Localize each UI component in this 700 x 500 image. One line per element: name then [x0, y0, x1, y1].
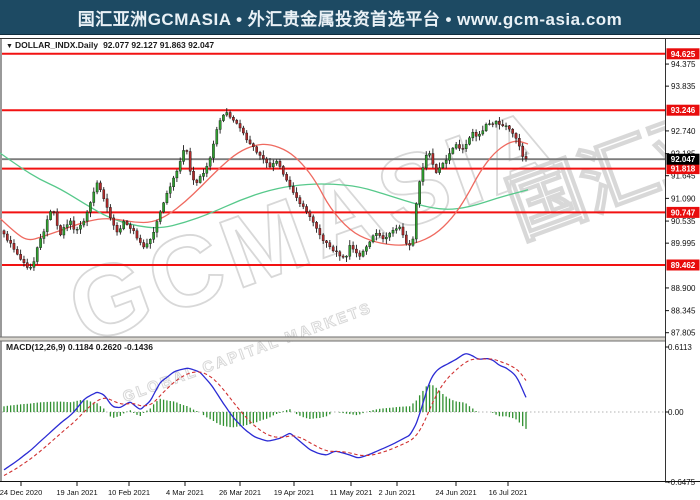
- macd-panel: [2, 353, 666, 476]
- ma-red-line: [0, 140, 529, 246]
- ma-green-line: [0, 152, 529, 229]
- price-tick-label: 93.835: [671, 82, 696, 91]
- price-tick-label: 94.375: [671, 60, 696, 69]
- time-tick-label: 19 Jan 2021: [56, 488, 97, 497]
- time-tick-label: 11 May 2021: [330, 488, 373, 497]
- price-level-badge: 89.462: [671, 261, 696, 270]
- symbol-title-bar: ▼ DOLLAR_INDX.Daily 92.077 92.127 91.863 9…: [6, 40, 219, 50]
- level-lines: [2, 52, 666, 266]
- price-tick-label: 88.345: [671, 307, 696, 316]
- time-tick-label: 24 Dec 2020: [0, 488, 42, 497]
- price-tick-label: 89.995: [671, 239, 696, 248]
- price-level-badge: 92.047: [671, 155, 696, 164]
- price-axis[interactable]: 94.37593.83592.74092.18591.64591.09090.5…: [665, 48, 700, 338]
- macd-main-line: [3, 353, 527, 471]
- banner-text: 国汇亚洲GCMASIA • 外汇贵金属投资首选平台 • www.gcm-asia…: [77, 9, 623, 29]
- price-level-badge: 94.625: [671, 50, 696, 59]
- macd-indicator-label: MACD(12,26,9) 0.1184 0.2620 -0.1436: [6, 342, 153, 352]
- price-tick-label: 87.805: [671, 329, 696, 338]
- price-tick-label: 90.535: [671, 217, 696, 226]
- time-tick-label: 2 Jun 2021: [378, 488, 415, 497]
- svg-text:-0.6475: -0.6475: [668, 478, 696, 487]
- panel-splitter[interactable]: [0, 336, 700, 342]
- price-tick-label: 88.900: [671, 284, 696, 293]
- time-axis[interactable]: 24 Dec 2020 19 Jan 2021 10 Feb 2021 4 Mar 2…: [0, 481, 700, 498]
- svg-text:0.6113: 0.6113: [668, 343, 692, 352]
- brand-banner: 国汇亚洲GCMASIA • 外汇贵金属投资首选平台 • www.gcm-asia…: [0, 0, 700, 35]
- time-tick-label: 24 Jun 2021: [435, 488, 476, 497]
- time-tick-label: 16 Jul 2021: [489, 488, 528, 497]
- price-tick-label: 92.740: [671, 127, 696, 136]
- price-level-badge: 90.747: [671, 208, 696, 217]
- price-level-badge: 91.818: [671, 165, 696, 174]
- svg-text:0.00: 0.00: [668, 408, 684, 417]
- price-level-badge: 93.246: [671, 106, 696, 115]
- macd-signal-line: [3, 358, 527, 476]
- time-tick-label: 19 Apr 2021: [274, 488, 314, 497]
- collapse-arrow-icon[interactable]: ▼: [6, 43, 13, 50]
- panel-frame: [0, 38, 700, 481]
- symbol-period-label: DOLLAR_INDX.Daily: [14, 40, 99, 50]
- time-tick-label: 26 Mar 2021: [219, 488, 261, 497]
- price-tick-label: 91.645: [671, 172, 696, 181]
- ohlc-values: 92.077 92.127 91.863 92.047: [103, 40, 215, 50]
- candles-series: [2, 108, 528, 271]
- time-tick-label: 10 Feb 2021: [108, 488, 150, 497]
- price-tick-label: 91.090: [671, 194, 696, 203]
- time-tick-label: 4 Mar 2021: [166, 488, 204, 497]
